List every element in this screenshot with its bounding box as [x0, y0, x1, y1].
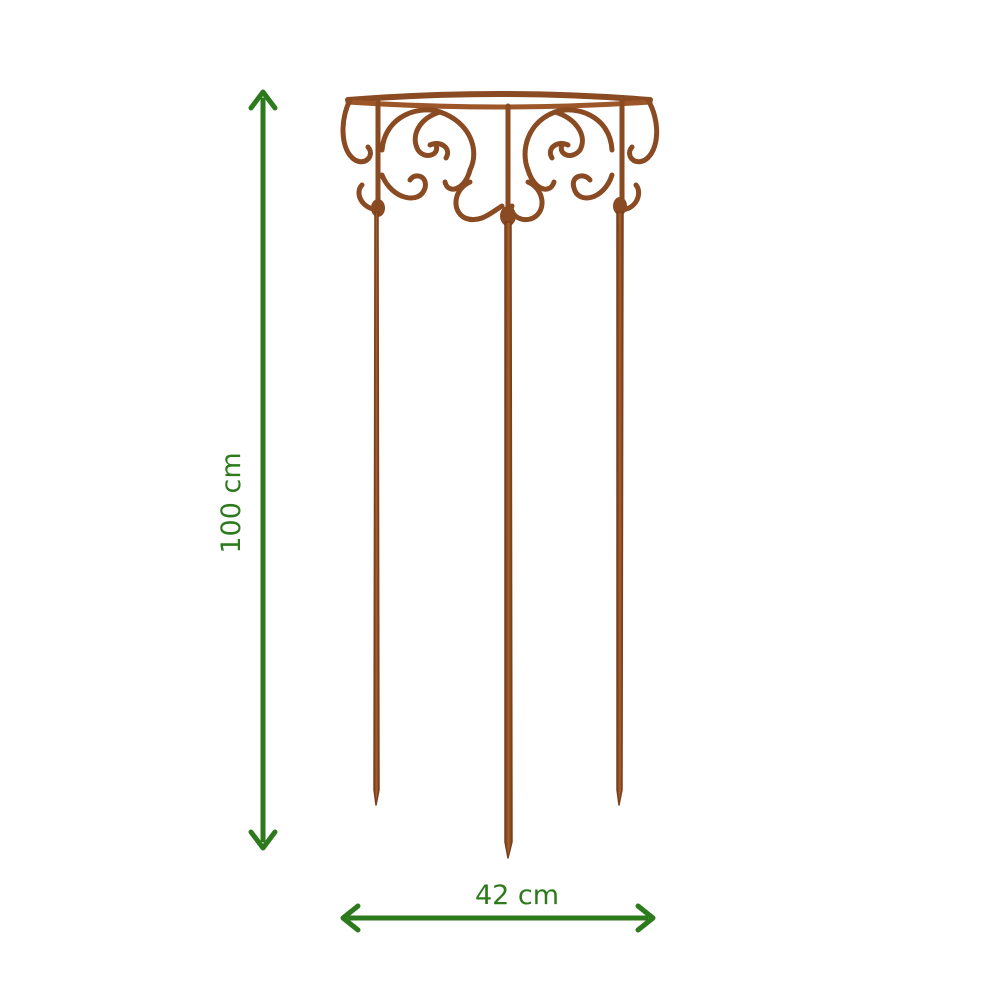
leg-center [504, 221, 513, 859]
left-scroll-panel [340, 97, 505, 222]
ball-joints [371, 197, 627, 226]
height-arrowhead-top [248, 89, 278, 111]
legs [373, 211, 624, 859]
width-arrowhead-left [340, 903, 361, 933]
right-scroll-panel [508, 97, 660, 222]
height-arrowhead-bottom [248, 829, 278, 851]
height-dimension: 100 cm [216, 89, 278, 851]
height-label: 100 cm [216, 452, 247, 553]
leg-left [373, 211, 380, 806]
leg-right [616, 211, 624, 806]
ring-uprights [375, 99, 625, 213]
plant-support [340, 91, 660, 859]
width-label: 42 cm [475, 880, 559, 911]
width-dimension: 42 cm [340, 880, 656, 933]
top-ring [345, 91, 653, 110]
width-arrowhead-right [635, 903, 656, 933]
